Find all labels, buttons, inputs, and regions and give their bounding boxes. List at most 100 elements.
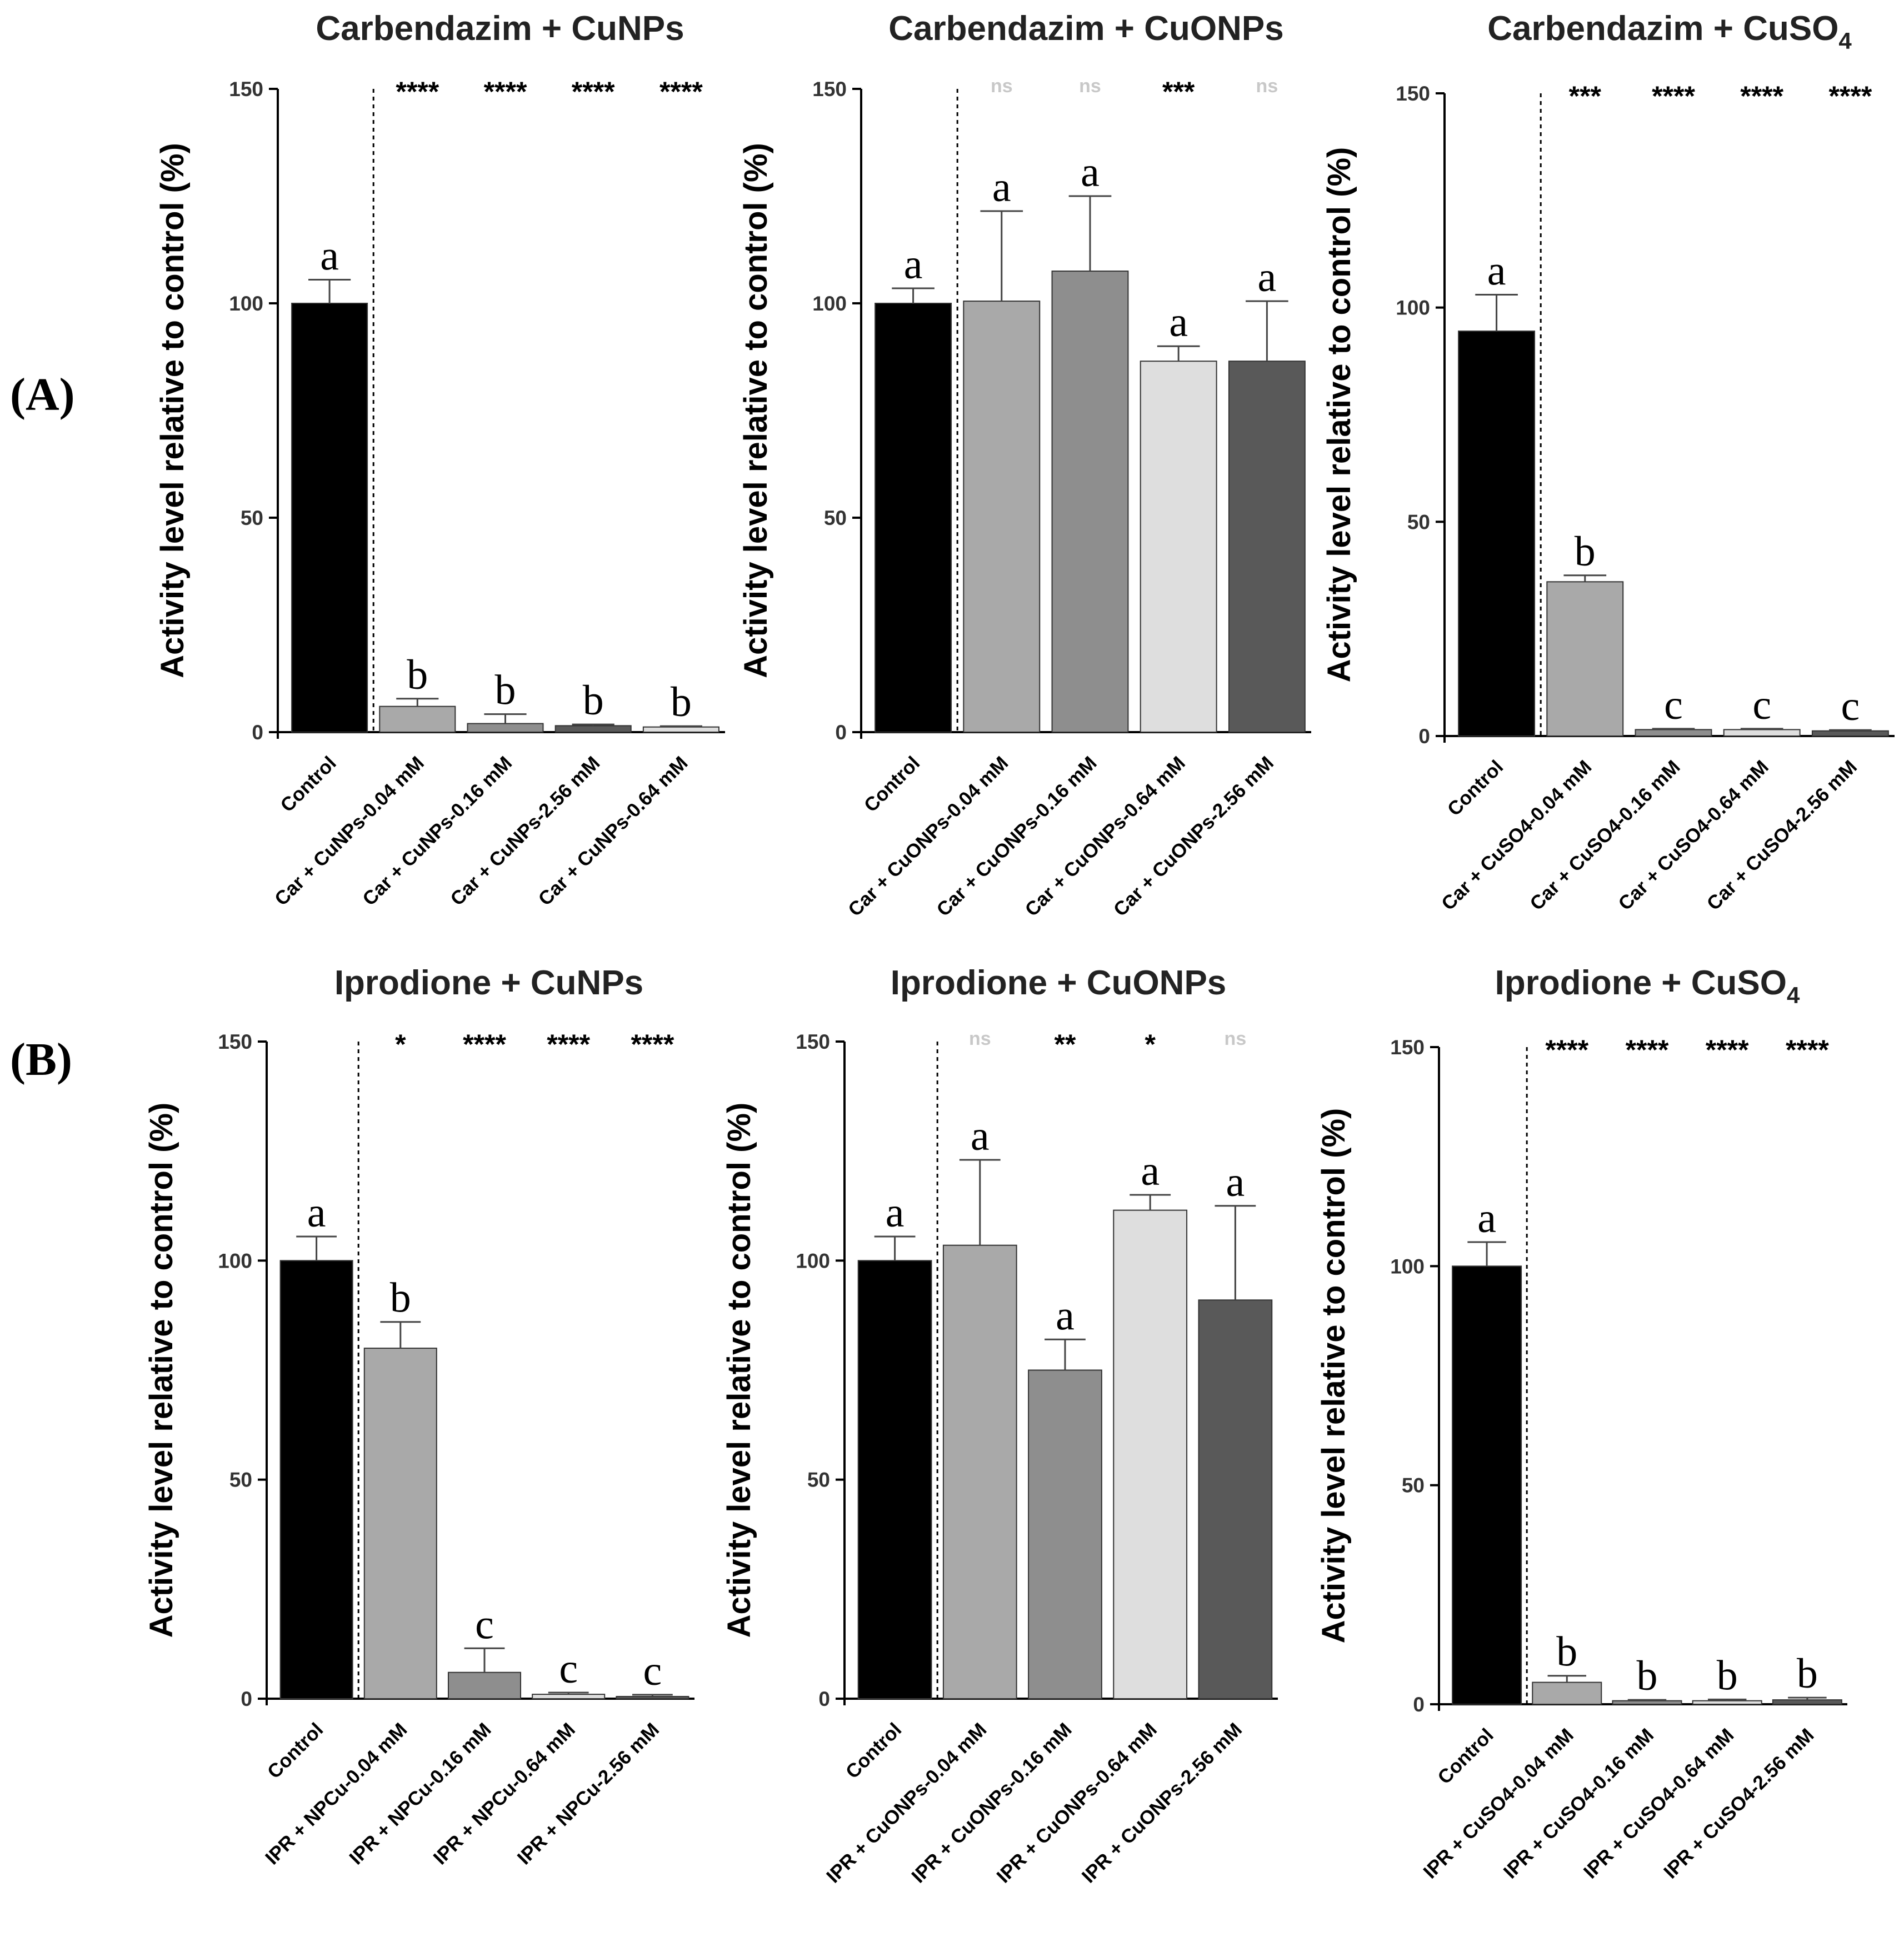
- y-axis-label: Activity level relative to control (%): [1321, 147, 1357, 683]
- chart-title: Carbendazim + CuNPs: [316, 9, 684, 48]
- significance-marker: **: [1055, 1029, 1076, 1060]
- significance-letter: c: [559, 1645, 578, 1692]
- y-tick-label: 150: [796, 1030, 830, 1053]
- significance-letter: b: [407, 652, 428, 698]
- significance-marker: ns: [969, 1028, 991, 1049]
- y-tick-label: 150: [1390, 1036, 1425, 1059]
- bar: [642, 726, 719, 733]
- y-axis-label: Activity level relative to control (%): [738, 143, 774, 678]
- bar: [1198, 1299, 1273, 1699]
- bar: [554, 725, 632, 733]
- bar: [1140, 361, 1217, 733]
- y-tick-label: 100: [796, 1249, 830, 1272]
- y-axis-label: Activity level relative to control (%): [721, 1103, 757, 1638]
- significance-marker: ns: [991, 76, 1013, 97]
- significance-letter: b: [1556, 1629, 1577, 1675]
- significance-marker: ****: [463, 1029, 506, 1060]
- chart-title: Iprodione + CuNPs: [334, 964, 643, 1002]
- significance-marker: ****: [1740, 81, 1783, 112]
- significance-letter: b: [1717, 1652, 1738, 1699]
- significance-letter: a: [886, 1189, 904, 1236]
- bar: [1546, 581, 1624, 737]
- y-tick-label: 100: [218, 1249, 252, 1272]
- row-label-b: (B): [10, 1034, 72, 1085]
- chart-title: Iprodione + CuONPs: [891, 964, 1227, 1002]
- significance-marker: ****: [572, 76, 615, 107]
- significance-marker: ****: [484, 76, 527, 107]
- bar: [942, 1244, 1017, 1699]
- y-axis-label: Activity level relative to control (%): [1316, 1108, 1352, 1644]
- significance-letter: a: [1226, 1159, 1245, 1205]
- significance-letter: a: [971, 1113, 990, 1159]
- chart-title: Carbendazim + CuSO4: [1487, 9, 1852, 54]
- bar: [1028, 1369, 1102, 1699]
- y-tick-label: 50: [229, 1469, 252, 1491]
- y-tick-label: 50: [807, 1469, 830, 1491]
- significance-marker: ns: [1256, 76, 1278, 97]
- bar: [1532, 1681, 1602, 1705]
- significance-marker: *: [1145, 1029, 1156, 1060]
- chart-title: Iprodione + CuSO4: [1495, 964, 1800, 1008]
- significance-letter: c: [1664, 682, 1683, 728]
- y-tick-label: 100: [229, 292, 263, 315]
- bar: [363, 1348, 437, 1699]
- row-label-a: (A): [10, 369, 75, 421]
- y-tick-label: 0: [1418, 725, 1430, 748]
- significance-letter: b: [495, 667, 516, 714]
- significance-letter: a: [320, 233, 339, 279]
- significance-letter: b: [1797, 1650, 1818, 1697]
- y-tick-label: 0: [241, 1688, 252, 1710]
- y-axis-label: Activity level relative to control (%): [143, 1103, 179, 1638]
- significance-letter: b: [671, 679, 692, 725]
- y-tick-label: 100: [1396, 297, 1430, 319]
- significance-marker: ***: [1569, 81, 1602, 112]
- significance-marker: ****: [547, 1029, 590, 1060]
- y-tick-label: 50: [1402, 1474, 1425, 1497]
- significance-letter: a: [1141, 1148, 1160, 1194]
- significance-letter: a: [1169, 299, 1188, 346]
- bar: [467, 723, 544, 733]
- significance-marker: ****: [1545, 1034, 1588, 1065]
- y-tick-label: 150: [1396, 82, 1430, 105]
- bar: [857, 1260, 932, 1699]
- bar: [1635, 729, 1712, 737]
- bar: [447, 1671, 522, 1699]
- bar: [1612, 1700, 1682, 1705]
- bar: [1811, 730, 1889, 737]
- significance-marker: ****: [1652, 81, 1695, 112]
- significance-letter: b: [1575, 528, 1596, 575]
- y-tick-label: 150: [812, 78, 847, 101]
- significance-marker: ****: [1786, 1034, 1829, 1065]
- bar: [1723, 729, 1801, 737]
- y-tick-label: 50: [824, 507, 847, 529]
- bar: [532, 1694, 606, 1699]
- y-tick-label: 0: [1413, 1693, 1425, 1716]
- significance-letter: a: [1487, 248, 1506, 294]
- significance-letter: a: [992, 164, 1011, 211]
- significance-letter: a: [1081, 149, 1100, 196]
- significance-letter: c: [475, 1601, 494, 1648]
- bar: [1692, 1700, 1762, 1705]
- significance-letter: c: [643, 1648, 662, 1694]
- bar: [963, 301, 1041, 733]
- significance-marker: ****: [1626, 1034, 1669, 1065]
- bar: [1772, 1699, 1842, 1705]
- y-tick-label: 0: [818, 1688, 830, 1710]
- bar: [291, 303, 368, 733]
- bar: [616, 1696, 689, 1699]
- significance-letter: a: [1056, 1292, 1075, 1339]
- significance-letter: b: [1637, 1653, 1658, 1699]
- y-tick-label: 0: [252, 721, 263, 744]
- significance-letter: b: [390, 1275, 411, 1322]
- y-tick-label: 50: [241, 507, 263, 529]
- significance-marker: ****: [1828, 81, 1872, 112]
- significance-letter: a: [904, 241, 923, 288]
- bar: [874, 303, 952, 733]
- significance-letter: a: [1477, 1195, 1496, 1242]
- significance-marker: ***: [1162, 76, 1195, 107]
- significance-marker: ns: [1225, 1028, 1247, 1049]
- bar: [279, 1260, 353, 1699]
- bar: [1452, 1265, 1522, 1705]
- significance-marker: ****: [659, 76, 703, 107]
